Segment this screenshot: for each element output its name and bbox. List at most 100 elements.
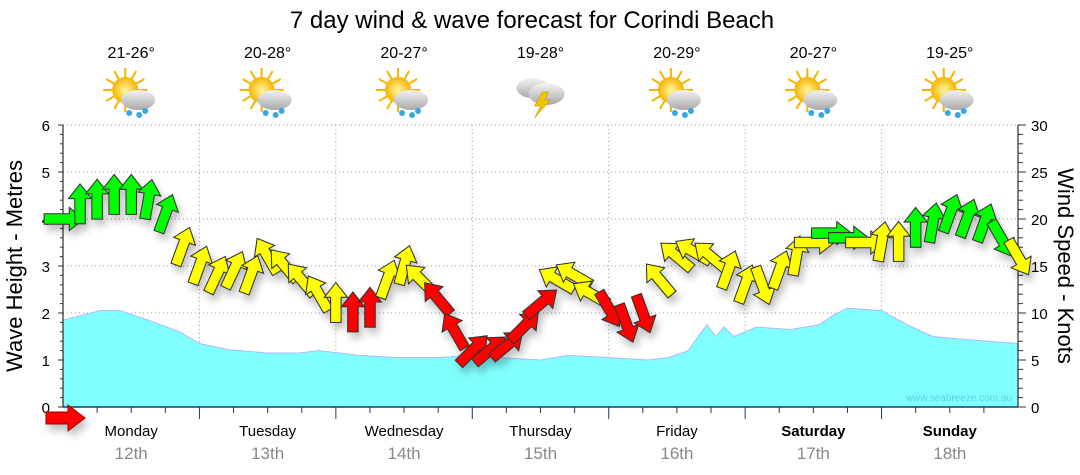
wind-arrow-strong [954, 198, 981, 240]
wind-arrow-moderate [304, 275, 334, 314]
raindrop-shape [142, 108, 149, 114]
wind-arrow-moderate [1003, 236, 1032, 276]
raindrop-shape [126, 110, 133, 116]
day-date: 15th [524, 444, 557, 463]
cloud-shape [257, 90, 292, 110]
thunderstorm-icon [516, 78, 565, 119]
raindrop-shape [399, 110, 406, 116]
raindrop-shape [824, 108, 831, 114]
watermark: www.seabreeze.com.au [905, 393, 1012, 404]
right-tick-label: 25 [1031, 165, 1048, 182]
wind-arrows [43, 173, 1032, 369]
day-temperature: 19-28° [517, 45, 564, 62]
day-date: 16th [660, 444, 693, 463]
day-name: Sunday [923, 423, 978, 440]
cloud-shape [939, 90, 974, 110]
sun-cloud-rain-icon [921, 68, 974, 118]
day-date: 18th [933, 444, 966, 463]
day-temperature: 20-29° [653, 45, 700, 62]
raindrop-shape [278, 108, 285, 114]
wind-arrow-strong [937, 193, 964, 235]
red-arrow-right-icon [45, 403, 86, 433]
raindrop-shape [681, 112, 688, 118]
sun-cloud-rain-icon [376, 68, 429, 118]
day-temperature: 20-27° [380, 45, 427, 62]
raindrop-shape [960, 108, 967, 114]
wind-arrow-strong [153, 193, 180, 235]
day-name: Monday [105, 423, 159, 440]
wind-arrow-moderate [220, 250, 248, 291]
left-tick-label: 3 [42, 259, 50, 276]
wave-height-area [63, 308, 1018, 407]
left-tick-label: 6 [42, 118, 50, 135]
raindrop-shape [409, 112, 416, 118]
wave-height-line [62, 307, 1019, 361]
day-name: Wednesday [365, 423, 444, 440]
day-date: 12th [115, 444, 148, 463]
raindrop-shape [671, 110, 678, 116]
day-temperature: 20-27° [790, 45, 837, 62]
raindrop-shape [415, 108, 422, 114]
wind-arrow-moderate [170, 226, 197, 268]
day-name: Tuesday [239, 423, 296, 440]
raindrop-shape [944, 110, 951, 116]
cloud-shape [121, 90, 156, 110]
wind-arrow-light [357, 286, 383, 328]
day-name: Thursday [509, 423, 572, 440]
wind-arrow-moderate [645, 263, 677, 299]
wind-arrow-strong [43, 206, 85, 232]
day-date: 13th [251, 444, 284, 463]
day-name: Friday [656, 423, 698, 440]
day-date: 17th [797, 444, 830, 463]
day-name: Saturday [781, 423, 846, 440]
sun-cloud-rain-icon [239, 68, 292, 118]
wind-arrow-light [424, 282, 456, 318]
left-tick-label: 1 [42, 353, 50, 370]
left-tick-label: 5 [42, 165, 50, 182]
sun-cloud-rain-icon [785, 68, 838, 118]
wave-area [62, 307, 1019, 407]
right-tick-label: 20 [1031, 212, 1048, 229]
wind-arrow-strong [136, 178, 162, 221]
right-tick-label: 30 [1031, 118, 1048, 135]
sun-cloud-rain-icon [103, 68, 156, 118]
cloud-shape [803, 90, 838, 110]
raindrop-shape [272, 112, 279, 118]
day-temperature: 19-25° [926, 45, 973, 62]
wind-arrow-light [521, 289, 558, 321]
wind-arrow-strong [101, 173, 127, 215]
day-labels: Monday 12th 21-26° Tuesday 13th 20-28° Wednesd… [103, 45, 978, 463]
wind-arrow-moderate [238, 254, 265, 296]
wind-arrow-light [505, 311, 539, 345]
raindrop-shape [818, 112, 825, 118]
chart-title: 7 day wind & wave forecast for Corindi B… [290, 7, 774, 34]
wind-arrow-light [630, 292, 657, 334]
right-tick-label: 5 [1031, 353, 1039, 370]
cloud-shape [666, 90, 701, 110]
day-temperature: 20-28° [244, 45, 291, 62]
sun-cloud-rain-icon [648, 68, 701, 118]
wind-arrow-moderate [393, 244, 418, 287]
wind-arrow-moderate [885, 220, 912, 262]
current-wind-marker [45, 403, 86, 433]
right-tick-label: 0 [1031, 400, 1039, 417]
right-tick-label: 10 [1031, 306, 1048, 323]
raindrop-shape [808, 110, 815, 116]
raindrop-shape [136, 112, 143, 118]
wind-arrow-moderate [716, 250, 742, 291]
wind-arrow-moderate [323, 281, 349, 324]
raindrop-shape [262, 110, 269, 116]
wind-arrow-light [441, 312, 470, 352]
day-temperature: 21-26° [108, 45, 155, 62]
left-axis-label: Wave Height - Metres [2, 160, 27, 372]
day-date: 14th [388, 444, 421, 463]
right-tick-label: 15 [1031, 259, 1048, 276]
right-axis-label: Wind Speed - Knots [1053, 168, 1078, 364]
lightning-shape [534, 91, 552, 119]
wind-arrow-strong [118, 173, 144, 215]
left-tick-label: 2 [42, 306, 50, 323]
cloud-shape [394, 90, 429, 110]
raindrop-shape [954, 112, 961, 118]
